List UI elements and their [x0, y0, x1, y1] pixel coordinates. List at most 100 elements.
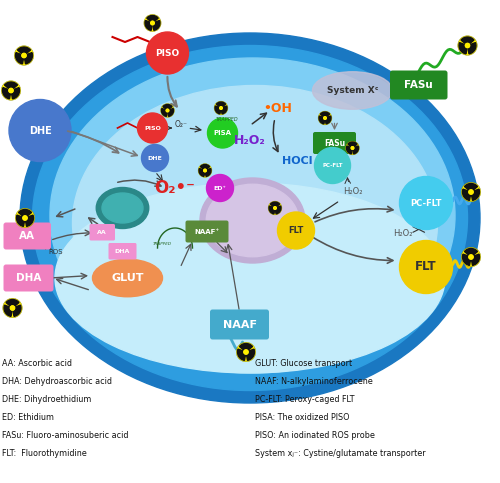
Circle shape: [198, 164, 212, 177]
Circle shape: [138, 113, 168, 143]
Text: O₂: O₂: [96, 230, 110, 241]
Wedge shape: [6, 299, 19, 306]
Circle shape: [469, 190, 473, 194]
Text: H₂O₂: H₂O₂: [393, 229, 412, 239]
Text: PC-FLT: PC-FLT: [410, 199, 442, 208]
Wedge shape: [16, 53, 24, 64]
Text: PISO: An iodinated ROS probe: PISO: An iodinated ROS probe: [255, 431, 375, 440]
Text: FLT: FLT: [288, 226, 304, 235]
Wedge shape: [4, 82, 18, 88]
Wedge shape: [326, 116, 331, 124]
Text: DHA: DHA: [16, 273, 41, 283]
Circle shape: [458, 36, 477, 55]
Circle shape: [204, 169, 206, 172]
Wedge shape: [459, 43, 467, 54]
Text: PISA: The oxidized PISO: PISA: The oxidized PISO: [255, 413, 350, 423]
Wedge shape: [163, 104, 172, 109]
Circle shape: [278, 212, 314, 249]
Circle shape: [14, 46, 34, 65]
Circle shape: [1, 81, 21, 100]
Text: DHE: DHE: [28, 126, 52, 136]
Wedge shape: [12, 87, 20, 99]
Wedge shape: [153, 20, 160, 30]
Ellipse shape: [72, 85, 438, 360]
Circle shape: [469, 255, 473, 259]
Text: O₂•⁻: O₂•⁻: [154, 179, 196, 197]
Text: H₂O₂: H₂O₂: [343, 187, 362, 197]
Circle shape: [144, 14, 161, 31]
Wedge shape: [2, 87, 10, 99]
Text: FASu: FASu: [404, 80, 433, 90]
Circle shape: [146, 32, 188, 74]
Text: H₂O₂: H₂O₂: [234, 134, 266, 147]
Text: PC-FLT: Peroxy-caged FLT: PC-FLT: Peroxy-caged FLT: [255, 396, 354, 404]
Circle shape: [220, 107, 222, 109]
Wedge shape: [270, 202, 280, 206]
FancyBboxPatch shape: [108, 243, 136, 259]
Ellipse shape: [55, 183, 445, 373]
Text: O₂⁻: O₂⁻: [174, 119, 188, 128]
Wedge shape: [461, 37, 474, 43]
Circle shape: [10, 306, 14, 310]
Text: FLT: FLT: [415, 260, 437, 273]
Wedge shape: [246, 349, 254, 360]
FancyBboxPatch shape: [186, 221, 228, 242]
Text: GLUT: Glucose transport: GLUT: Glucose transport: [255, 359, 352, 369]
Wedge shape: [468, 43, 476, 54]
Wedge shape: [18, 210, 32, 216]
Text: DHA: DHA: [115, 248, 130, 254]
Text: HOCl: HOCl: [282, 156, 313, 166]
Text: •OH: •OH: [263, 101, 292, 114]
Wedge shape: [162, 109, 167, 116]
Wedge shape: [215, 106, 220, 114]
Text: DHE: DHE: [148, 156, 162, 160]
Circle shape: [208, 118, 238, 148]
FancyBboxPatch shape: [390, 71, 448, 99]
Ellipse shape: [312, 72, 392, 109]
Text: PISA: PISA: [214, 130, 232, 136]
Circle shape: [314, 147, 350, 184]
Text: ROS: ROS: [49, 249, 64, 255]
Wedge shape: [216, 102, 226, 106]
Text: AA: Ascorbic acid: AA: Ascorbic acid: [2, 359, 72, 369]
Wedge shape: [320, 112, 330, 116]
Wedge shape: [472, 254, 480, 265]
Wedge shape: [462, 189, 470, 200]
Text: FASu: Fluoro-aminosuberic acid: FASu: Fluoro-aminosuberic acid: [2, 431, 129, 440]
Text: ED⁺: ED⁺: [214, 185, 226, 190]
Ellipse shape: [20, 33, 480, 403]
Text: AA: AA: [97, 229, 107, 235]
Wedge shape: [319, 116, 324, 124]
Ellipse shape: [32, 45, 468, 390]
Circle shape: [461, 182, 481, 202]
Text: System Xᶜ: System Xᶜ: [327, 86, 378, 95]
Circle shape: [23, 216, 27, 220]
Wedge shape: [222, 106, 227, 114]
Wedge shape: [4, 305, 12, 316]
Wedge shape: [16, 215, 24, 227]
Wedge shape: [240, 343, 252, 350]
Circle shape: [346, 141, 360, 155]
Circle shape: [466, 43, 469, 47]
Circle shape: [166, 109, 169, 112]
Text: System xⱼ⁻: Cystine/glutamate transporter: System xⱼ⁻: Cystine/glutamate transporte…: [255, 450, 426, 458]
Text: DHE: Dihydroethidium: DHE: Dihydroethidium: [2, 396, 92, 404]
Ellipse shape: [200, 178, 305, 263]
Text: FLT:  Fluorothymidine: FLT: Fluorothymidine: [2, 450, 87, 458]
Wedge shape: [238, 349, 246, 360]
Wedge shape: [18, 47, 30, 53]
Text: GLUT: GLUT: [111, 273, 144, 283]
Wedge shape: [13, 305, 21, 316]
Wedge shape: [464, 184, 477, 190]
Circle shape: [15, 208, 35, 228]
Wedge shape: [199, 169, 204, 176]
Circle shape: [160, 103, 174, 117]
Text: PISO: PISO: [144, 126, 161, 130]
Circle shape: [318, 111, 332, 125]
FancyBboxPatch shape: [313, 132, 356, 154]
Ellipse shape: [92, 259, 162, 297]
Circle shape: [400, 241, 452, 294]
Text: AA: AA: [19, 231, 35, 241]
Circle shape: [9, 88, 13, 92]
Circle shape: [236, 342, 256, 362]
